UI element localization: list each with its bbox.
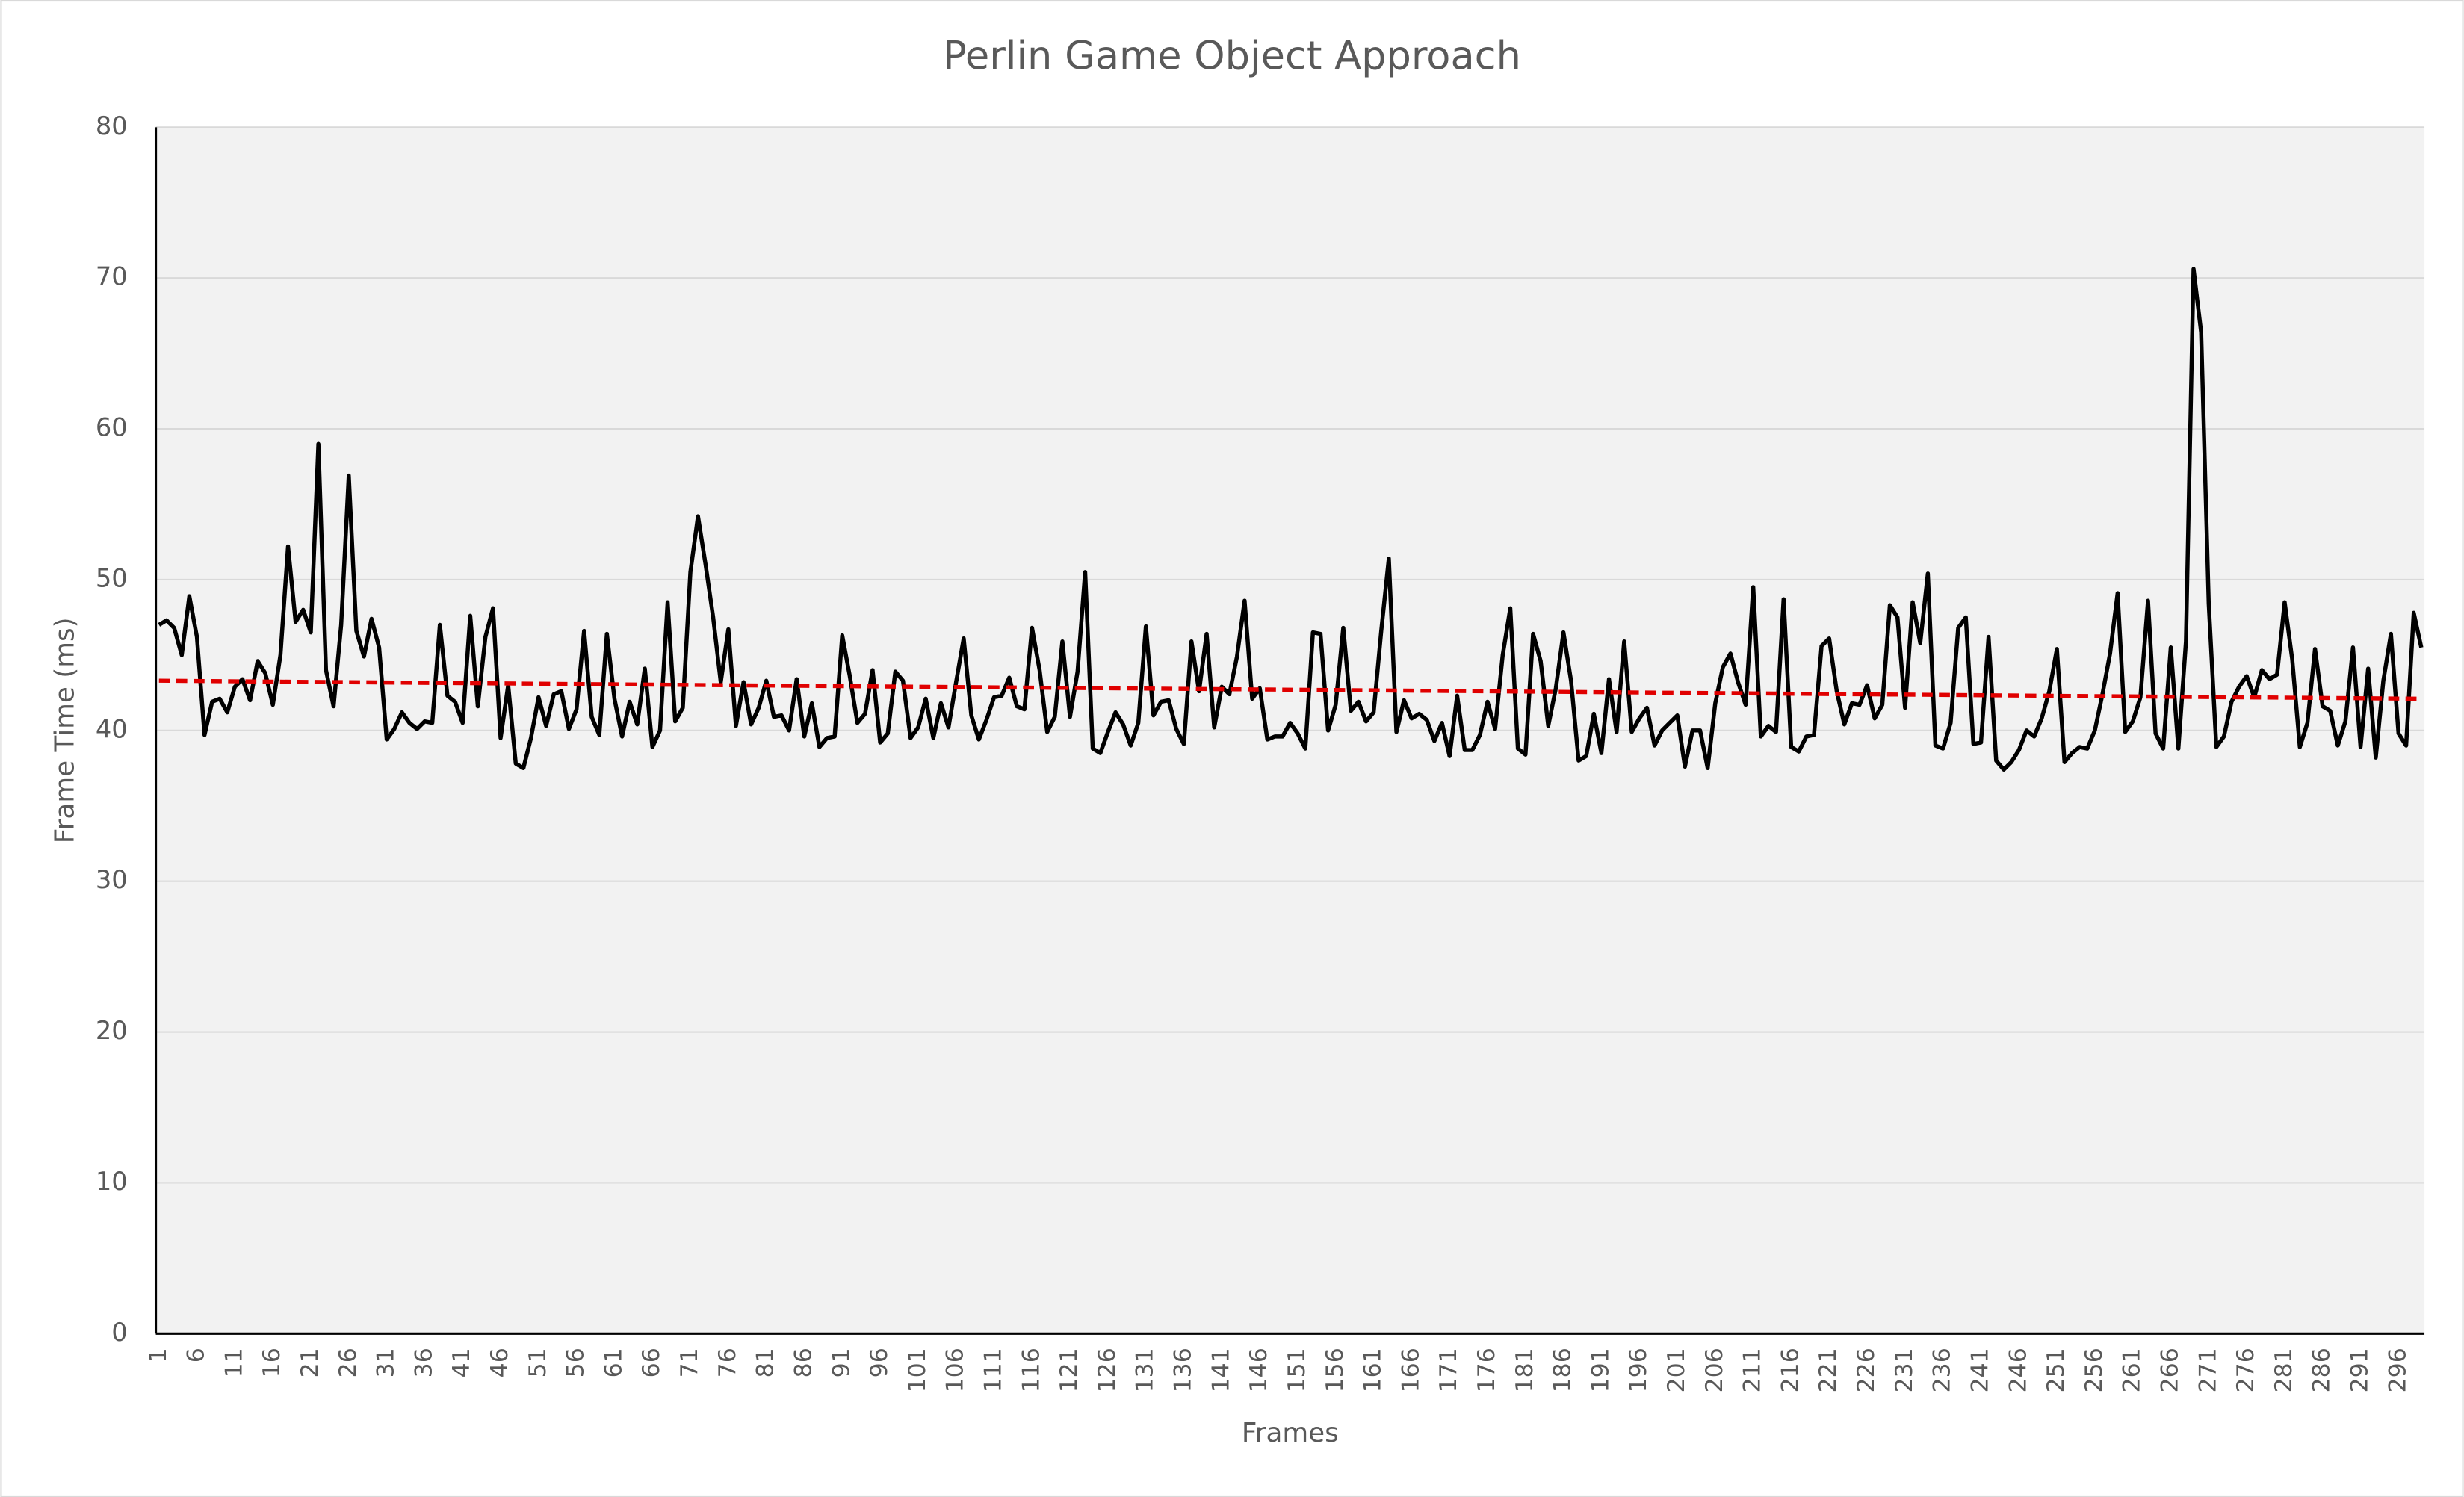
marks (158, 267, 2424, 772)
x-tick-label: 281 (2270, 1348, 2297, 1392)
y-tick-label: 0 (111, 1318, 127, 1347)
x-tick-label: 271 (2194, 1348, 2221, 1392)
x-tick-label: 246 (2005, 1348, 2031, 1392)
x-tick-label: 236 (1929, 1348, 1956, 1392)
x-tick-label: 261 (2119, 1348, 2146, 1392)
x-tick-label: 101 (904, 1348, 931, 1392)
x-tick-label: 86 (790, 1348, 817, 1377)
x-tick-label: 201 (1663, 1348, 1690, 1392)
x-tick-label: 291 (2347, 1348, 2374, 1392)
y-tick-label: 30 (96, 865, 128, 894)
x-tick-label: 6 (183, 1348, 210, 1363)
x-tick-label: 141 (1207, 1348, 1234, 1392)
x-tick-label: 21 (297, 1348, 324, 1377)
x-tick-label: 221 (1815, 1348, 1842, 1392)
y-tick-label: 20 (96, 1016, 128, 1045)
x-tick-label: 276 (2232, 1348, 2259, 1392)
y-tick-label: 70 (96, 262, 128, 291)
x-tick-label: 296 (2384, 1348, 2411, 1392)
y-axis-title: Frame Time (ms) (50, 617, 81, 843)
x-tick-label: 66 (638, 1348, 665, 1377)
x-tick-label: 231 (1891, 1348, 1918, 1392)
x-tick-label: 1 (145, 1348, 172, 1363)
series-line (158, 267, 2424, 772)
x-tick-label: 151 (1284, 1348, 1310, 1392)
x-tick-label: 211 (1739, 1348, 1766, 1392)
x-tick-label: 136 (1170, 1348, 1197, 1392)
x-tick-label: 191 (1587, 1348, 1614, 1392)
x-tick-label: 121 (1056, 1348, 1083, 1392)
x-tick-label: 16 (259, 1348, 285, 1377)
x-tick-label: 196 (1625, 1348, 1652, 1392)
x-tick-label: 31 (373, 1348, 400, 1377)
x-tick-label: 36 (410, 1348, 437, 1377)
x-tick-label: 131 (1132, 1348, 1159, 1392)
x-tick-label: 226 (1853, 1348, 1880, 1392)
x-tick-label: 161 (1360, 1348, 1387, 1392)
x-tick-label: 61 (600, 1348, 627, 1377)
chart-title: Perlin Game Object Approach (943, 33, 1521, 78)
x-tick-label: 41 (448, 1348, 475, 1377)
x-tick-label: 286 (2309, 1348, 2335, 1392)
x-tick-label: 206 (1701, 1348, 1728, 1392)
x-tick-label: 11 (220, 1348, 247, 1377)
y-tick-label: 80 (96, 111, 128, 140)
x-tick-label: 166 (1397, 1348, 1424, 1392)
y-tick-label: 40 (96, 714, 128, 743)
x-tick-label: 71 (676, 1348, 703, 1377)
x-tick-label: 96 (866, 1348, 893, 1377)
x-tick-label: 91 (828, 1348, 855, 1377)
x-tick-label: 56 (563, 1348, 589, 1377)
trendline (158, 678, 2421, 701)
x-tick-label: 241 (1966, 1348, 1993, 1392)
x-tick-label: 76 (714, 1348, 741, 1377)
x-tick-label: 186 (1550, 1348, 1576, 1392)
x-tick-label: 256 (2081, 1348, 2108, 1392)
x-tick-label: 81 (752, 1348, 779, 1377)
y-tick-label: 60 (96, 413, 128, 442)
x-tick-label: 116 (1018, 1348, 1044, 1392)
x-tick-label: 126 (1094, 1348, 1121, 1392)
x-tick-label: 46 (486, 1348, 513, 1377)
y-tick-label: 10 (96, 1167, 128, 1196)
grid (155, 126, 2425, 1335)
x-tick-label: 111 (980, 1348, 1007, 1392)
x-tick-label: 156 (1322, 1348, 1349, 1392)
x-tick-label: 51 (524, 1348, 551, 1377)
x-tick-label: 26 (335, 1348, 362, 1377)
x-tick-label: 216 (1777, 1348, 1804, 1392)
x-tick-label: 106 (942, 1348, 969, 1392)
x-tick-label: 181 (1511, 1348, 1538, 1392)
x-tick-label: 251 (2043, 1348, 2070, 1392)
x-tick-label: 146 (1245, 1348, 1272, 1392)
y-tick-label: 50 (96, 563, 128, 592)
x-axis-title: Frames (1242, 1418, 1339, 1448)
x-tick-label: 266 (2157, 1348, 2184, 1392)
x-tick-label: 171 (1435, 1348, 1462, 1392)
x-tick-label: 176 (1473, 1348, 1500, 1392)
